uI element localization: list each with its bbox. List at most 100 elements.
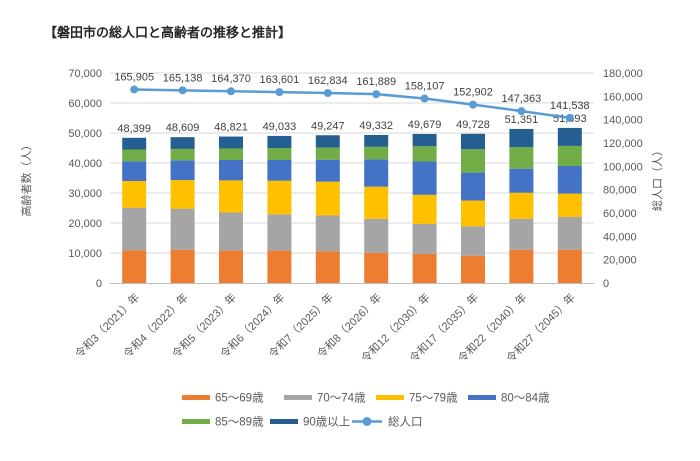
- total-population-line: [134, 88, 570, 120]
- elderly-total-label: 48,609: [166, 122, 200, 134]
- bar-segment: [267, 180, 292, 215]
- line-marker: [517, 107, 526, 116]
- bar-segment: [412, 223, 437, 254]
- y-axis-tick-label-right: 100,000: [603, 161, 643, 173]
- legend-swatch: [270, 419, 298, 424]
- bar-segment: [315, 181, 340, 216]
- bar-segment: [219, 136, 243, 149]
- legend-swatch: [284, 395, 312, 400]
- bar-segment: [412, 161, 437, 195]
- y-axis-tick-label-left: 0: [96, 278, 102, 290]
- line-marker: [372, 90, 381, 99]
- bar-segment: [557, 249, 582, 283]
- total-population-label: 165,905: [114, 71, 154, 83]
- line-marker: [227, 87, 235, 96]
- bar-segment: [267, 250, 292, 283]
- elderly-total-label: 48,399: [117, 123, 151, 135]
- y-axis-tick-label-right: 160,000: [603, 91, 643, 103]
- bar-segment: [557, 193, 582, 217]
- bar-segment: [461, 200, 485, 227]
- bar-segment: [170, 249, 195, 283]
- total-population-label: 147,363: [502, 93, 542, 105]
- bar-segment: [364, 135, 389, 147]
- y-axis-tick-label-left: 20,000: [68, 218, 102, 230]
- total-population-label: 158,107: [405, 81, 445, 93]
- line-marker: [130, 85, 139, 94]
- legend-label: 総人口: [388, 415, 423, 429]
- bar-segment: [122, 250, 147, 283]
- bar-segment: [219, 250, 243, 283]
- total-population-label: 141,538: [550, 100, 590, 112]
- legend-swatch: [376, 395, 404, 400]
- legend-swatch: [468, 395, 496, 400]
- bar-segment: [315, 215, 340, 252]
- right-axis-title: 総人口（人）: [650, 145, 664, 211]
- bar-segment: [509, 192, 534, 219]
- y-axis-tick-label-right: 140,000: [603, 115, 643, 127]
- legend-line-marker: [362, 417, 372, 426]
- bar-segment: [122, 181, 147, 208]
- bar-segment: [412, 253, 437, 283]
- bar-segment: [364, 186, 389, 219]
- elderly-total-label: 48,821: [214, 122, 248, 134]
- bar-segment: [412, 133, 437, 147]
- bar-segment: [557, 217, 582, 250]
- total-population-label: 164,370: [211, 73, 251, 85]
- y-axis-tick-label-right: 20,000: [603, 255, 637, 267]
- line-marker: [178, 86, 187, 95]
- elderly-total-label: 49,332: [359, 120, 393, 132]
- bar-segment: [315, 159, 340, 182]
- bar-segment: [219, 212, 243, 251]
- legend-label: 85～89歳: [215, 416, 264, 429]
- y-axis-tick-label-right: 80,000: [603, 185, 637, 197]
- bar-segment: [412, 146, 437, 162]
- bar-segment: [122, 137, 147, 150]
- bar-segment: [461, 255, 485, 283]
- bar-segment: [315, 251, 340, 283]
- legend-label: 70～74歳: [317, 392, 366, 405]
- y-axis-tick-label-left: 50,000: [68, 128, 102, 140]
- bar-segment: [364, 218, 389, 253]
- bar-segment: [122, 207, 147, 251]
- bar-segment: [219, 148, 243, 160]
- bar-segment: [412, 194, 437, 224]
- bar-segment: [315, 135, 340, 148]
- bar-segment: [557, 145, 582, 166]
- y-axis-tick-label-left: 70,000: [68, 68, 102, 80]
- bar-segment: [461, 149, 485, 173]
- bar-segment: [267, 135, 292, 148]
- total-population-label: 163,601: [260, 74, 300, 86]
- left-axis-title: 高齢者数（人）: [19, 140, 33, 217]
- bar-segment: [170, 180, 195, 209]
- bar-segment: [267, 148, 292, 160]
- bar-segment: [219, 160, 243, 181]
- y-axis-tick-label-right: 60,000: [603, 208, 637, 220]
- bar-segment: [509, 147, 534, 169]
- elderly-total-label: 49,033: [263, 121, 297, 133]
- legend-swatch: [182, 419, 210, 424]
- bar-segment: [170, 208, 195, 250]
- chart-title: 【磐田市の総人口と高齢者の推移と推計】: [44, 25, 292, 40]
- legend-label: 90歳以上: [303, 416, 350, 429]
- y-axis-tick-label-left: 40,000: [68, 158, 102, 170]
- elderly-total-label: 49,728: [456, 119, 490, 131]
- legend-swatch: [182, 395, 210, 400]
- total-population-label: 165,138: [163, 72, 203, 84]
- line-marker: [275, 88, 284, 97]
- elderly-total-label: 51,351: [505, 114, 539, 126]
- bar-segment: [509, 128, 534, 148]
- bar-segment: [461, 172, 485, 201]
- legend-label: 65～69歳: [215, 392, 264, 405]
- y-axis-tick-label-left: 10,000: [68, 248, 102, 260]
- line-marker: [469, 100, 477, 109]
- bar-segment: [122, 161, 147, 182]
- bar-segment: [267, 160, 292, 181]
- total-population-label: 152,902: [453, 87, 493, 99]
- bar-segment: [315, 147, 340, 160]
- bar-segment: [364, 252, 389, 283]
- bar-segment: [170, 137, 195, 149]
- bar-segment: [461, 226, 485, 256]
- bar-segment: [219, 180, 243, 213]
